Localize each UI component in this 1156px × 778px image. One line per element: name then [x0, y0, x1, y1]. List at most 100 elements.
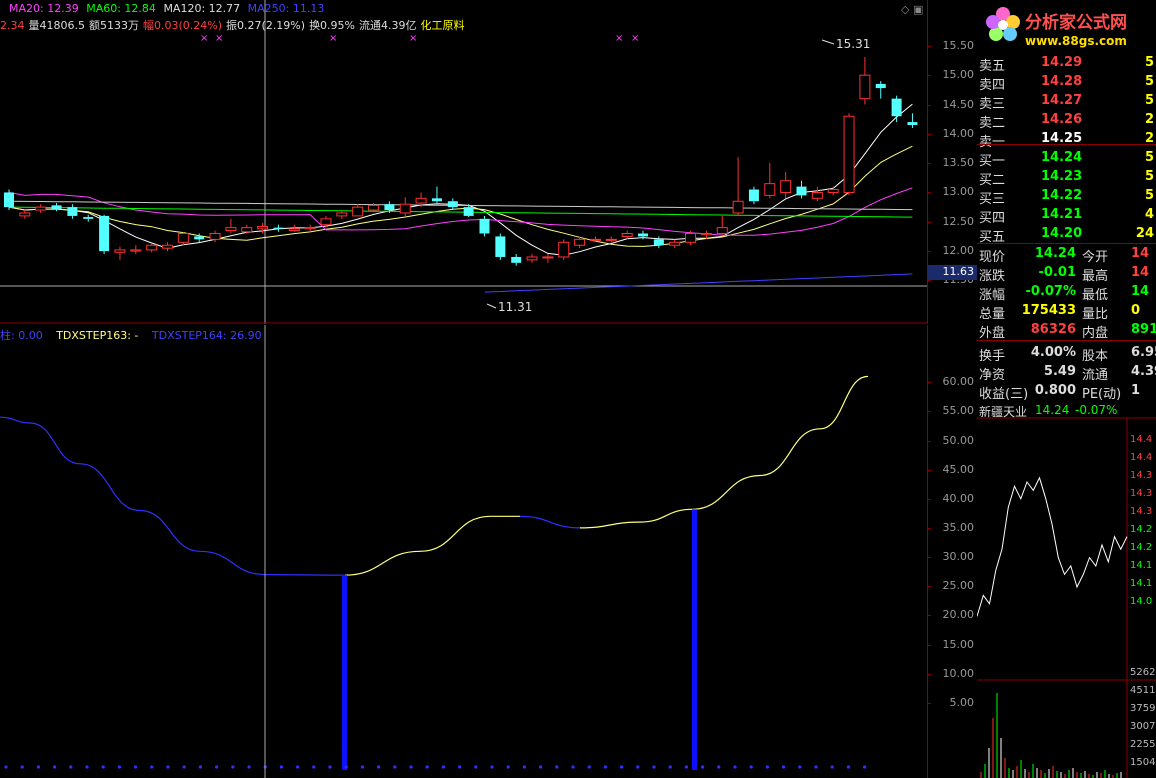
- stats-row: 外盘 86326 内盘 891: [979, 321, 1156, 341]
- price-tick-mark: [927, 280, 931, 282]
- candle-body-down: [431, 198, 442, 202]
- order-label: 买四: [979, 211, 1006, 226]
- baseline-dot: [701, 765, 705, 769]
- indicator-line-segment: [519, 515, 581, 529]
- stat-label: 涨幅: [979, 288, 1006, 303]
- mini-svg[interactable]: 14.4 14.4 14.3 14.3 14.3 14.2 14.2 14.1 14.1 14.0…: [977, 400, 1156, 778]
- quote-summary-item: 量41806.5: [28, 19, 86, 32]
- kline-svg[interactable]: × × × × × ×: [0, 0, 927, 324]
- baseline-dot: [117, 765, 121, 769]
- stat-value: -0.01: [1038, 265, 1076, 280]
- baseline-dot: [36, 765, 41, 769]
- indicator-tick: 35.00: [942, 520, 975, 534]
- candle-body-down: [891, 98, 902, 117]
- stats-row: 收益(三) 0.800 PE(动) 1: [979, 382, 1156, 400]
- candle-body-up: [130, 249, 142, 252]
- flower-logo-icon: [986, 7, 1020, 41]
- mini-stock-name: 新疆天业: [979, 405, 1028, 419]
- price-tick: 12.00: [942, 244, 975, 258]
- candle-body-up: [589, 238, 601, 241]
- ma10-line: [8, 145, 913, 247]
- indicator-line-segment: [0, 416, 31, 424]
- candle-body-up: [19, 212, 31, 217]
- indicator-line-segment: [579, 521, 641, 529]
- baseline-dot: [296, 765, 300, 769]
- indicator-tick: 5.00: [949, 695, 975, 709]
- baseline-dot: [814, 765, 818, 769]
- order-volume: 5: [1144, 55, 1154, 70]
- stat-label: 净资: [979, 368, 1006, 383]
- baseline-dot: [765, 765, 770, 769]
- stat-value: 14: [1131, 265, 1150, 280]
- indicator-line-segment: [759, 428, 821, 477]
- baseline-dot: [360, 765, 364, 769]
- order-label: 卖二: [979, 116, 1006, 131]
- order-book-row: 买一 14.24 5: [979, 149, 1156, 169]
- indicator-line-segment: [344, 550, 421, 576]
- baseline-dot: [490, 765, 494, 769]
- baseline-dot: [749, 765, 753, 769]
- baseline-dot: [668, 765, 672, 769]
- mini-right-tick: 5262: [1130, 667, 1155, 678]
- stat-label: 现价: [979, 250, 1006, 265]
- mini-right-tick: 14.3: [1130, 470, 1152, 481]
- indicator-line-segment: [691, 474, 761, 510]
- indicator-line-segment: [79, 463, 141, 512]
- indicator-chart[interactable]: 柱: 0.00 TDXSTEP163: - TDXSTEP164: 26.90: [0, 325, 927, 778]
- logo-title: 分析家公式网: [1025, 13, 1127, 33]
- ma-header: MA20: 12.39 MA60: 12.84 MA120: 12.77 MA2…: [0, 2, 328, 15]
- price-tick-mark: [927, 75, 931, 77]
- stats-row: 涨幅 -0.07% 最低 14: [979, 283, 1156, 303]
- candle-body-up: [352, 206, 364, 217]
- ma60-label: MA60: 12.84: [86, 2, 156, 15]
- order-volume: 4: [1144, 207, 1154, 222]
- baseline-dot: [150, 765, 154, 769]
- baseline-dot: [555, 765, 559, 769]
- indicator-line-segment: [29, 422, 81, 465]
- order-price: 14.24: [1041, 150, 1083, 165]
- indicator-tick: 50.00: [942, 433, 975, 447]
- stat-value: 175433: [1021, 303, 1076, 318]
- candle-body-down: [748, 189, 759, 202]
- baseline-dot: [684, 765, 689, 769]
- axis-border: [927, 0, 928, 324]
- kline-chart[interactable]: × × × × × × MA20: 12.39 MA60: 12.84 MA120: 12…: [0, 0, 927, 324]
- indicator-line-segment: [819, 375, 869, 430]
- price-tick-mark: [927, 192, 931, 194]
- order-book-row: 卖二 14.26 2: [979, 111, 1156, 131]
- indicator-line-segment: [264, 574, 346, 576]
- order-volume: 5: [1144, 188, 1154, 203]
- candle-body-up: [764, 183, 776, 196]
- mini-price: 14.24: [1035, 403, 1070, 417]
- indicator-tick-mark: [927, 615, 931, 617]
- signal-marker: ×: [215, 33, 223, 44]
- baseline-dot: [20, 765, 24, 769]
- candle-body-up: [843, 115, 855, 193]
- window-controls-icon[interactable]: ◇ ▣: [901, 3, 924, 16]
- quote-summary-line: 2.34 量41806.5 额5133万 幅0.03(0.24%) 振0.27(2.19…: [0, 17, 469, 33]
- order-price: 14.21: [1041, 207, 1083, 222]
- order-label: 买五: [979, 230, 1006, 245]
- candle-body-up: [241, 227, 253, 233]
- candle-body-down: [875, 83, 886, 89]
- baseline-dot: [620, 765, 624, 769]
- indicator-tick-mark: [927, 527, 931, 529]
- intraday-mini-chart[interactable]: 新疆天业 14.24 -0.07% 14.4 14.4 14.3 14.3 14.3 14…: [977, 400, 1156, 778]
- ma60-line: [8, 206, 913, 218]
- crosshair-price-marker: 11.63: [927, 264, 977, 280]
- low-pointer: [486, 303, 497, 309]
- indicator-tick-mark: [927, 469, 931, 471]
- baseline-dot: [328, 765, 332, 769]
- order-price: 14.22: [1041, 188, 1083, 203]
- stat-value: 4.00%: [1030, 345, 1076, 360]
- logo-url: www.88gs.com: [1025, 34, 1127, 48]
- candle-body-up: [542, 256, 554, 259]
- stats-row: 净资 5.49 流通 4.39: [979, 363, 1156, 383]
- baseline-dot: [247, 765, 251, 769]
- indicator-svg[interactable]: [0, 325, 927, 778]
- candle-body-up: [336, 212, 348, 217]
- quote-summary-item: 化工原料: [420, 19, 465, 32]
- baseline-dot: [85, 765, 89, 769]
- ma120-label: MA120: 12.77: [163, 2, 241, 15]
- candle-body-up: [811, 191, 823, 199]
